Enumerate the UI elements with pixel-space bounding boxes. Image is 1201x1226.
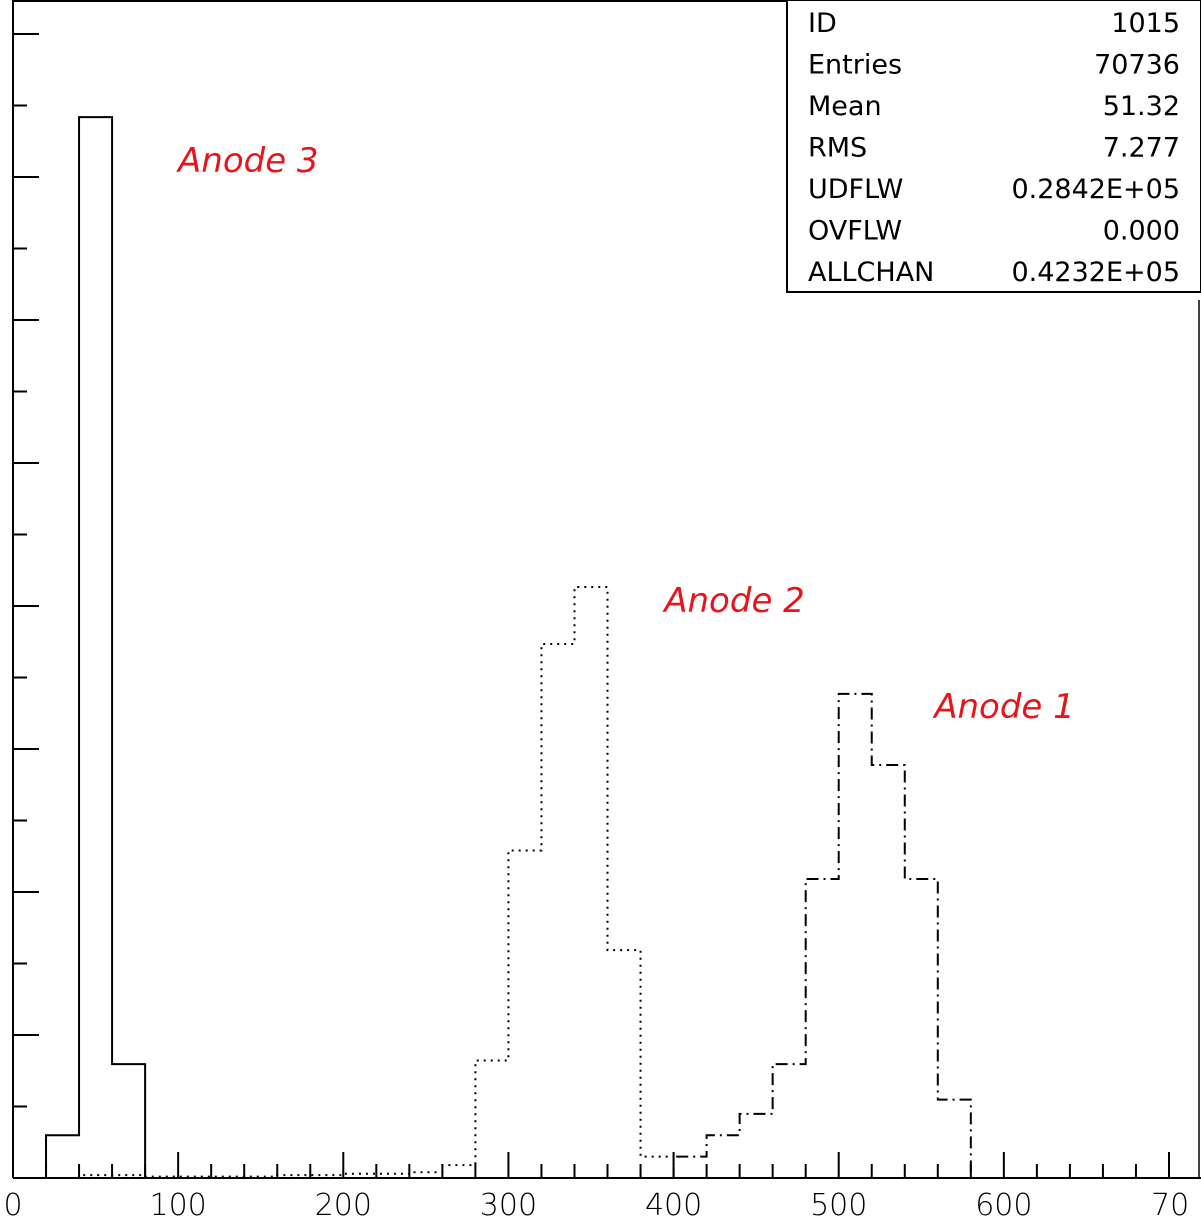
x-tick-label: 300 [480,1188,537,1223]
stat-label: Mean [808,91,882,122]
stat-value: 0.4232E+05 [1011,257,1180,288]
stat-label: OVFLW [808,216,902,247]
stat-value: 7.277 [1103,133,1180,164]
annotation-label: Anode 2 [662,581,805,621]
stat-value: 70736 [1094,50,1180,81]
x-tick-label: 70 [1151,1188,1189,1223]
stat-label: ID [808,8,837,39]
stats-box: ID 1015 Entries 70736 Mean 51.32 RMS 7.277 UDFLW… [786,0,1201,293]
annotation-label: Anode 1 [932,687,1075,727]
x-tick-label: 400 [645,1188,702,1223]
histogram-series-solid [13,116,179,1179]
x-tick-label: 0 [3,1188,22,1223]
x-tick-label: 600 [975,1188,1032,1223]
x-tick-label: 500 [810,1188,867,1223]
stat-label: Entries [808,50,902,81]
x-tick-label: 200 [315,1188,372,1223]
histogram-series-dotted [78,586,707,1179]
stat-label: UDFLW [808,174,903,205]
stat-value: 51.32 [1103,91,1180,122]
stat-label: RMS [808,133,867,164]
histogram-series [13,116,1004,1179]
stat-label: ALLCHAN [808,257,934,288]
stat-value: 0.2842E+05 [1011,174,1180,205]
x-tick-labels: 0 100 200 300 400 500 600 70 [3,1188,1189,1223]
stat-value: 0.000 [1103,216,1180,247]
handwritten-annotations: Anode 3 Anode 2 Anode 1 [176,141,1075,727]
histogram-series-dashdot [672,692,1004,1179]
stat-value: 1015 [1111,8,1180,39]
stats-box-frame [786,0,1201,293]
annotation-label: Anode 3 [176,141,319,181]
x-tick-label: 100 [150,1188,207,1223]
